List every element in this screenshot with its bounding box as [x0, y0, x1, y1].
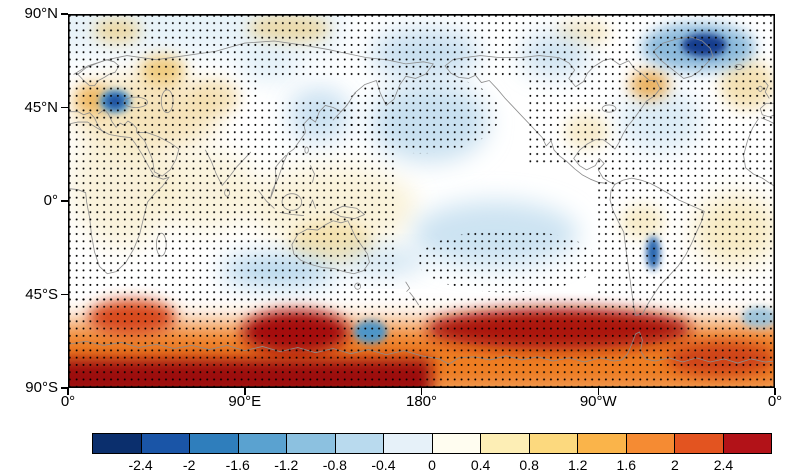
colorbar-tick-label: 0	[428, 457, 436, 473]
colorbar-segment	[432, 434, 481, 453]
colorbar-tick-label: -1.2	[274, 457, 299, 473]
y-axis-tick	[61, 13, 68, 15]
world-anomaly-map	[68, 14, 775, 388]
colorbar-segment	[384, 434, 433, 453]
y-axis-tick	[61, 106, 68, 109]
colorbar	[92, 433, 772, 454]
x-axis-label: 90°W	[579, 393, 617, 410]
colorbar-tick-label: 0.4	[470, 457, 491, 473]
x-axis-tick	[597, 388, 599, 395]
colorbar-segment	[723, 434, 771, 453]
x-axis-label: 180°	[405, 393, 438, 410]
colorbar-tick-label: 0.8	[519, 457, 539, 473]
stippling	[68, 14, 775, 388]
colorbar-segment	[481, 434, 530, 453]
x-axis-label: 0°	[60, 393, 76, 410]
colorbar-tick-label: 1.2	[567, 457, 588, 473]
colorbar-segment	[335, 434, 384, 453]
colorbar-tick-label: 2.4	[713, 457, 734, 473]
y-axis-label: 0°	[43, 192, 58, 209]
colorbar-tick-label: -2	[182, 457, 196, 473]
x-axis-tick	[420, 388, 423, 395]
colorbar-tick-label: 1.6	[616, 457, 637, 473]
y-axis-tick	[61, 387, 68, 389]
map-panel	[68, 14, 775, 388]
colorbar-segment	[529, 434, 578, 453]
colorbar-segment	[190, 434, 239, 453]
colorbar-segment	[626, 434, 675, 453]
y-axis-label: 90°S	[25, 379, 58, 396]
colorbar-tick-label: -0.4	[371, 457, 396, 473]
colorbar-tick-label: 2	[670, 457, 679, 473]
colorbar-tick-label: -2.4	[128, 457, 153, 473]
colorbar-segment	[675, 434, 724, 453]
y-axis-tick	[61, 293, 68, 296]
x-axis-tick	[67, 388, 69, 395]
colorbar-segment	[141, 434, 190, 453]
y-axis-tick	[61, 200, 68, 202]
x-axis-label: 0°	[767, 393, 783, 410]
x-axis-tick	[774, 388, 776, 395]
colorbar-tick-label: -1.6	[225, 457, 250, 473]
x-axis-label: 90°E	[228, 393, 262, 410]
colorbar-segment	[578, 434, 627, 453]
colorbar-tick-label: -0.8	[322, 457, 347, 473]
y-axis-label: 90°N	[24, 5, 58, 22]
y-axis-label: 45°S	[25, 285, 58, 303]
colorbar-segment	[238, 434, 287, 453]
map-frame	[68, 14, 775, 388]
colorbar-segment	[93, 434, 142, 453]
colorbar-segment	[287, 434, 336, 453]
y-axis-label: 45°N	[24, 98, 58, 116]
x-axis-tick	[244, 388, 246, 395]
